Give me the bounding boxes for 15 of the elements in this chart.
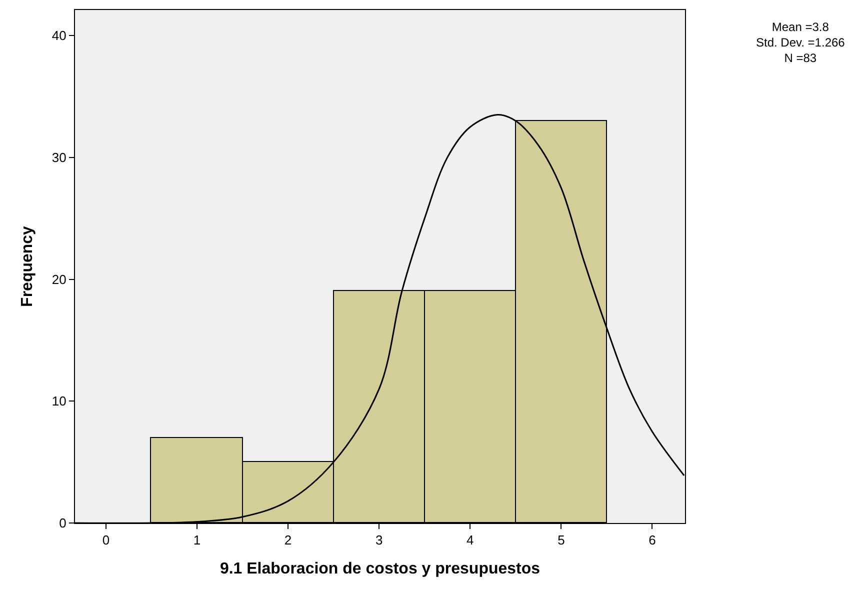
y-tick-label: 0 [59, 516, 66, 531]
x-axis-title: 9.1 Elaboracion de costos y presupuestos [220, 560, 540, 578]
x-tick-label: 2 [284, 532, 292, 548]
y-tick-label: 10 [52, 394, 66, 409]
y-tick-label: 20 [52, 272, 66, 287]
y-tick-label: 30 [52, 150, 66, 165]
x-tick-label: 1 [193, 532, 201, 548]
x-tick-label: 6 [648, 532, 656, 548]
x-tick-label: 5 [558, 532, 565, 548]
y-axis-title: Frequency [18, 226, 36, 307]
y-tick-label: 40 [52, 28, 66, 44]
x-tick-label: 3 [375, 532, 383, 548]
x-tick-label: 0 [102, 532, 110, 548]
x-tick-label: 4 [466, 532, 474, 548]
text: Mean =3.8 Std. Dev. =1.266 N =83 [756, 20, 846, 66]
